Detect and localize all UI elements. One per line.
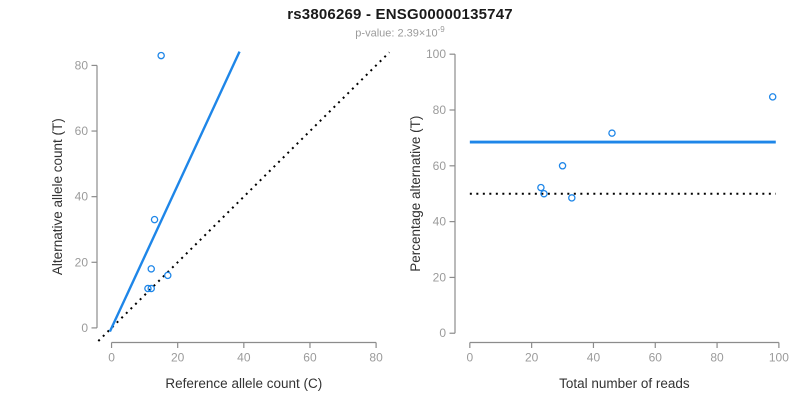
x-tick-label: 40: [237, 351, 251, 365]
identity-line: [97, 51, 391, 342]
x-tick-label: 60: [649, 351, 663, 365]
p-value-exponent: -9: [437, 25, 445, 34]
x-axis-label: Reference allele count (C): [165, 376, 322, 391]
data-point: [540, 189, 548, 198]
data-point: [164, 271, 172, 280]
x-tick-label: 0: [466, 351, 473, 365]
data-point: [608, 129, 616, 137]
data-point: [150, 215, 159, 224]
y-tick-label: 60: [433, 159, 447, 173]
x-tick-label: 20: [525, 351, 539, 365]
x-tick-label: 80: [710, 351, 724, 365]
data-point: [558, 162, 567, 170]
x-tick-label: 80: [369, 351, 383, 365]
data-point: [144, 284, 152, 293]
page-title: rs3806269 - ENSG00000135747: [287, 6, 513, 23]
y-tick-label: 40: [433, 215, 447, 229]
y-tick-label: 0: [439, 326, 446, 340]
x-tick-label: 40: [587, 351, 601, 365]
x-tick-label: 20: [171, 351, 185, 365]
data-point: [768, 93, 777, 101]
data-point: [157, 51, 165, 60]
y-tick-label: 80: [75, 58, 89, 72]
p-value-subtitle: p-value: 2.39×10-9: [0, 25, 800, 40]
data-point: [537, 183, 545, 192]
y-tick-label: 20: [75, 255, 89, 269]
y-tick-label: 20: [433, 270, 447, 284]
right-scatter-plot: 0 20 40 60 80 100 Total number of reads 0 20 40 60…: [408, 47, 789, 391]
y-axis-label: Percentage alternative (T): [408, 116, 423, 272]
p-value-text: p-value: 2.39×10: [355, 27, 438, 40]
fit-line: [108, 51, 241, 333]
y-tick-label: 100: [426, 47, 446, 61]
y-tick-label: 80: [433, 103, 447, 117]
x-tick-label: 60: [303, 351, 317, 365]
y-axis-label: Alternative allele count (T): [50, 118, 65, 275]
left-scatter-plot: 0 20 40 60 80 Reference allele count (C) 0 20 40…: [50, 51, 391, 391]
data-point: [147, 284, 155, 293]
x-tick-label: 0: [108, 351, 115, 365]
data-point: [568, 194, 576, 202]
x-tick-label: 100: [769, 351, 789, 365]
data-point: [147, 265, 155, 273]
y-tick-label: 60: [75, 124, 89, 138]
y-tick-label: 40: [75, 190, 89, 204]
x-axis-label: Total number of reads: [559, 376, 690, 391]
y-tick-label: 0: [81, 321, 88, 335]
